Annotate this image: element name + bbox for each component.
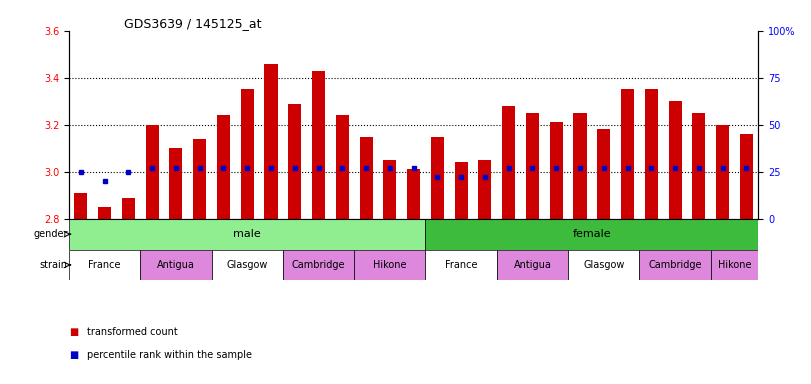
Bar bbox=[169, 148, 182, 219]
Bar bbox=[716, 125, 729, 219]
Bar bbox=[354, 250, 426, 280]
Bar bbox=[526, 113, 539, 219]
Text: France: France bbox=[88, 260, 121, 270]
Bar bbox=[75, 193, 88, 219]
Text: female: female bbox=[573, 229, 611, 239]
Bar bbox=[212, 250, 283, 280]
Bar bbox=[597, 129, 611, 219]
Text: percentile rank within the sample: percentile rank within the sample bbox=[87, 350, 251, 360]
Bar bbox=[426, 219, 758, 250]
Bar bbox=[573, 113, 586, 219]
Text: transformed count: transformed count bbox=[87, 327, 178, 337]
Bar bbox=[288, 104, 302, 219]
Bar bbox=[69, 250, 140, 280]
Bar bbox=[336, 115, 349, 219]
Bar bbox=[140, 250, 212, 280]
Bar bbox=[193, 139, 206, 219]
Bar bbox=[497, 250, 569, 280]
Bar bbox=[384, 160, 397, 219]
Bar bbox=[502, 106, 515, 219]
Text: Hikone: Hikone bbox=[718, 260, 751, 270]
Bar bbox=[264, 64, 277, 219]
Bar bbox=[621, 89, 634, 219]
Text: ■: ■ bbox=[69, 327, 78, 337]
Text: Cambridge: Cambridge bbox=[648, 260, 702, 270]
Bar bbox=[407, 169, 420, 219]
Bar bbox=[69, 219, 426, 250]
Text: Cambridge: Cambridge bbox=[292, 260, 345, 270]
Bar bbox=[122, 198, 135, 219]
Bar bbox=[550, 122, 563, 219]
Text: strain: strain bbox=[40, 260, 68, 270]
Bar bbox=[478, 160, 491, 219]
Bar bbox=[98, 207, 111, 219]
Bar bbox=[241, 89, 254, 219]
Text: Antigua: Antigua bbox=[157, 260, 195, 270]
Bar bbox=[455, 162, 468, 219]
Text: gender: gender bbox=[33, 229, 68, 239]
Text: Antigua: Antigua bbox=[513, 260, 551, 270]
Bar bbox=[645, 89, 658, 219]
Bar bbox=[740, 134, 753, 219]
Text: ■: ■ bbox=[69, 350, 78, 360]
Bar bbox=[668, 101, 681, 219]
Text: GDS3639 / 145125_at: GDS3639 / 145125_at bbox=[124, 17, 262, 30]
Bar bbox=[146, 125, 159, 219]
Text: Glasgow: Glasgow bbox=[583, 260, 624, 270]
Bar bbox=[217, 115, 230, 219]
Bar bbox=[359, 136, 372, 219]
Bar bbox=[710, 250, 758, 280]
Bar bbox=[693, 113, 706, 219]
Text: Hikone: Hikone bbox=[373, 260, 406, 270]
Bar bbox=[312, 71, 325, 219]
Bar bbox=[426, 250, 497, 280]
Text: male: male bbox=[234, 229, 261, 239]
Text: Glasgow: Glasgow bbox=[226, 260, 268, 270]
Bar bbox=[283, 250, 354, 280]
Bar bbox=[569, 250, 639, 280]
Bar bbox=[639, 250, 710, 280]
Text: France: France bbox=[445, 260, 478, 270]
Bar bbox=[431, 136, 444, 219]
